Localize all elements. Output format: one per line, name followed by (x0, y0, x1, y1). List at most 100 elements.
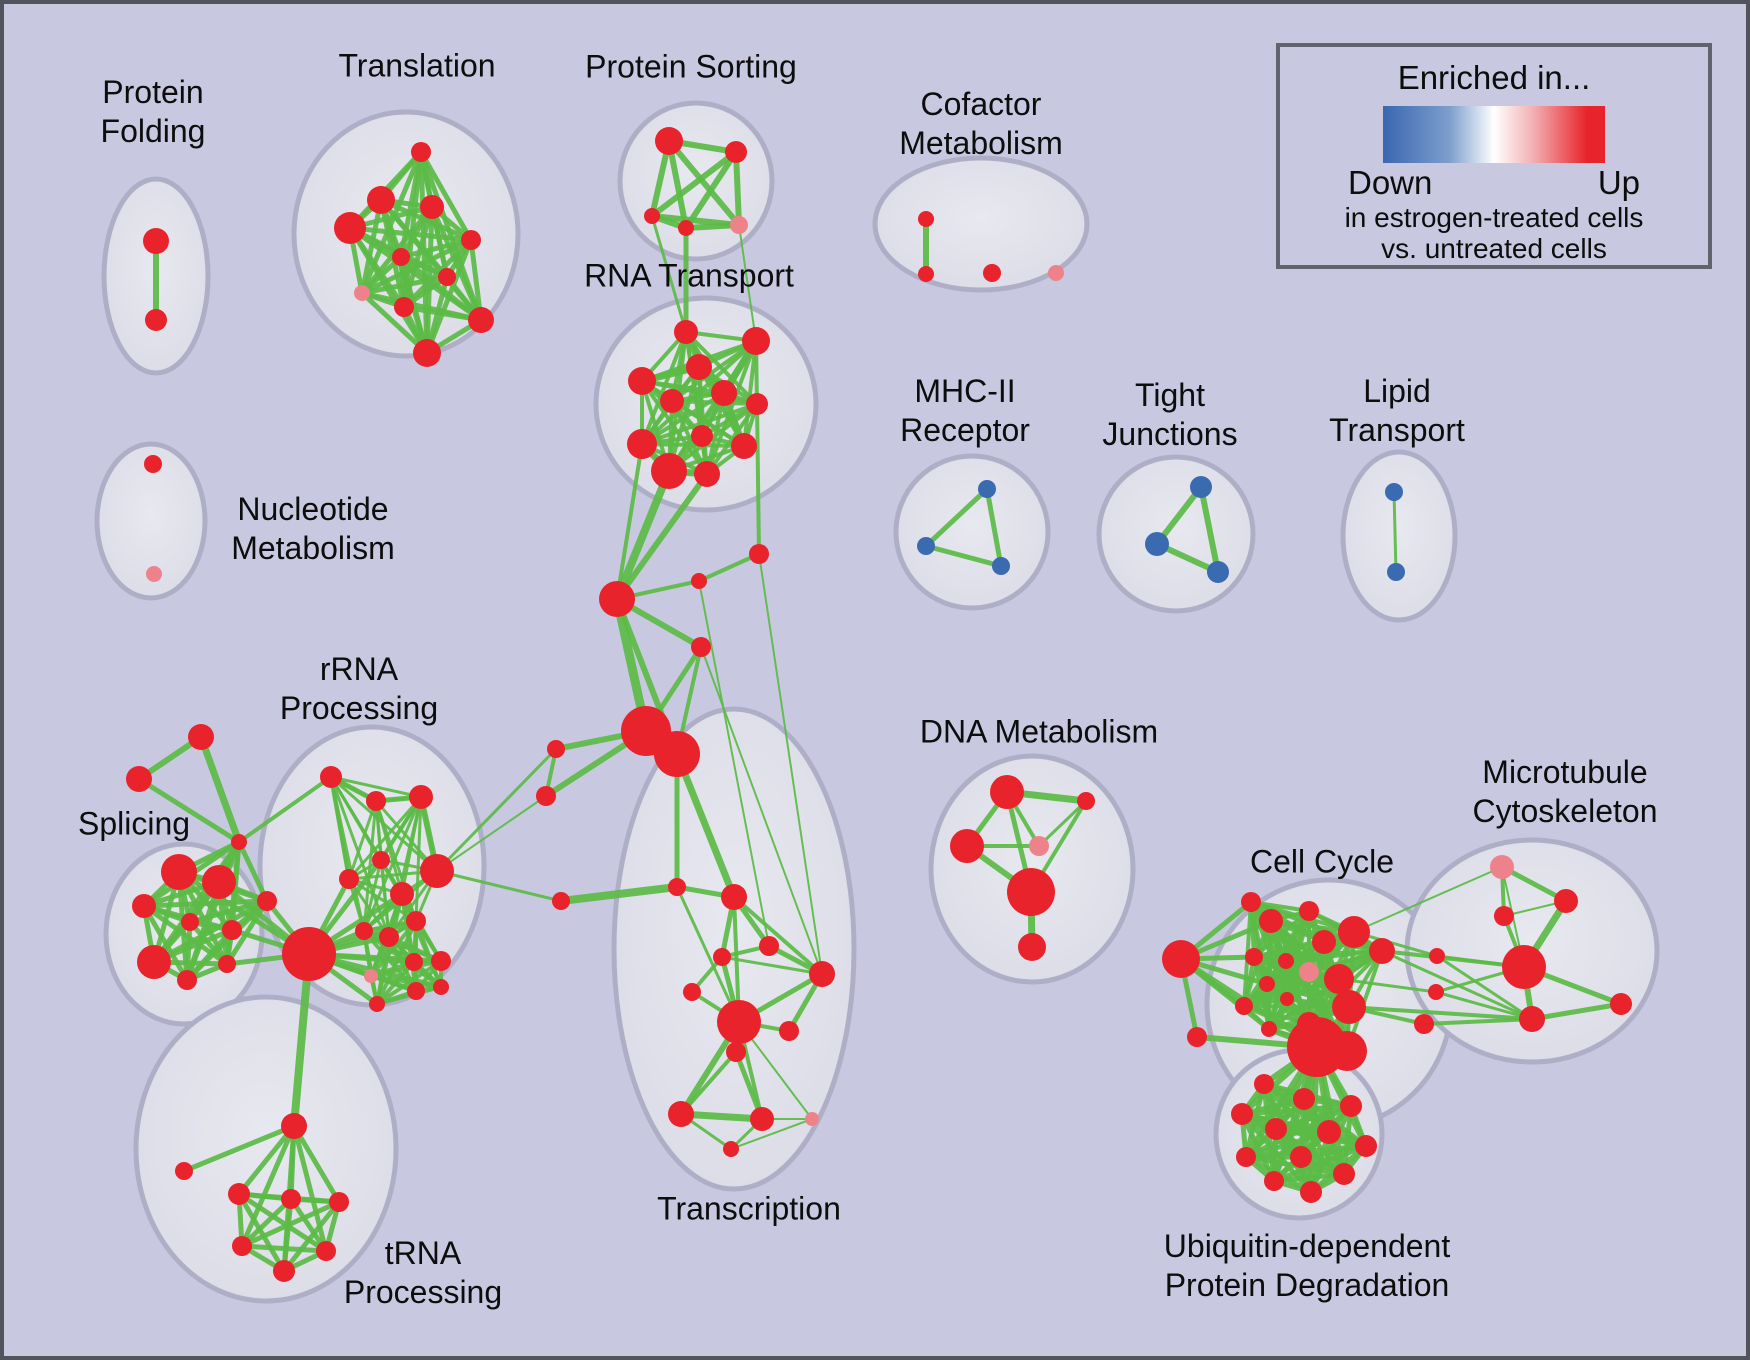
node[interactable] (273, 1260, 295, 1282)
node[interactable] (655, 127, 683, 155)
node[interactable] (420, 195, 444, 219)
node[interactable] (1254, 1074, 1274, 1094)
node[interactable] (668, 878, 686, 896)
node[interactable] (1259, 976, 1275, 992)
node[interactable] (721, 884, 747, 910)
node[interactable] (1355, 1135, 1377, 1157)
node[interactable] (1387, 563, 1405, 581)
node[interactable] (181, 913, 199, 931)
node[interactable] (145, 309, 167, 331)
node[interactable] (1261, 1021, 1277, 1037)
node[interactable] (334, 212, 366, 244)
node[interactable] (654, 731, 700, 777)
node[interactable] (686, 354, 712, 380)
node[interactable] (683, 983, 701, 1001)
node[interactable] (1265, 1118, 1287, 1140)
node[interactable] (1338, 916, 1370, 948)
node[interactable] (651, 453, 687, 489)
node[interactable] (1278, 953, 1294, 969)
node[interactable] (369, 996, 385, 1012)
node[interactable] (413, 339, 441, 367)
node[interactable] (668, 1101, 694, 1127)
node[interactable] (281, 1113, 307, 1139)
node[interactable] (281, 1189, 301, 1209)
node[interactable] (1324, 964, 1354, 994)
node[interactable] (691, 637, 711, 657)
node[interactable] (1207, 561, 1229, 583)
node[interactable] (536, 786, 556, 806)
node[interactable] (367, 186, 395, 214)
node[interactable] (411, 142, 431, 162)
node[interactable] (390, 882, 414, 906)
node[interactable] (406, 911, 426, 931)
node[interactable] (1494, 906, 1514, 926)
node[interactable] (222, 920, 242, 940)
node[interactable] (1077, 792, 1095, 810)
node[interactable] (405, 953, 423, 971)
node[interactable] (678, 220, 694, 236)
node[interactable] (599, 581, 635, 617)
node[interactable] (146, 566, 162, 582)
node[interactable] (1145, 532, 1169, 556)
node[interactable] (394, 297, 414, 317)
node[interactable] (627, 429, 657, 459)
node[interactable] (329, 1192, 349, 1212)
node[interactable] (1162, 940, 1200, 978)
node[interactable] (468, 307, 494, 333)
node[interactable] (175, 1162, 193, 1180)
node[interactable] (731, 433, 757, 459)
node[interactable] (228, 1183, 250, 1205)
node[interactable] (1502, 945, 1546, 989)
node[interactable] (1029, 836, 1049, 856)
node[interactable] (1610, 993, 1632, 1015)
node[interactable] (1327, 1031, 1367, 1071)
node[interactable] (1317, 1120, 1341, 1144)
node[interactable] (202, 865, 236, 899)
node[interactable] (1241, 892, 1261, 912)
node[interactable] (691, 425, 713, 447)
node[interactable] (711, 380, 737, 406)
node[interactable] (1554, 889, 1578, 913)
node[interactable] (779, 1021, 799, 1041)
node[interactable] (1236, 1147, 1256, 1167)
node[interactable] (372, 851, 390, 869)
node[interactable] (1429, 948, 1445, 964)
node[interactable] (713, 948, 731, 966)
node[interactable] (990, 775, 1024, 809)
node[interactable] (339, 869, 359, 889)
node[interactable] (725, 141, 747, 163)
node[interactable] (231, 834, 247, 850)
node[interactable] (742, 327, 770, 355)
node[interactable] (433, 979, 449, 995)
node[interactable] (420, 854, 454, 888)
node[interactable] (1290, 1146, 1312, 1168)
node[interactable] (407, 982, 425, 1000)
node[interactable] (1231, 1103, 1253, 1125)
node[interactable] (726, 1042, 746, 1062)
node[interactable] (137, 945, 171, 979)
node[interactable] (628, 367, 656, 395)
node[interactable] (1299, 962, 1319, 982)
node[interactable] (1299, 901, 1319, 921)
node[interactable] (992, 557, 1010, 575)
node[interactable] (1332, 990, 1366, 1024)
node[interactable] (746, 393, 768, 415)
node[interactable] (354, 285, 370, 301)
node[interactable] (950, 829, 984, 863)
node[interactable] (257, 891, 277, 911)
node[interactable] (750, 1107, 774, 1131)
node[interactable] (392, 248, 410, 266)
node[interactable] (1264, 1171, 1284, 1191)
node[interactable] (320, 766, 342, 788)
node[interactable] (232, 1236, 252, 1256)
node[interactable] (1414, 1014, 1434, 1034)
node[interactable] (188, 724, 214, 750)
node[interactable] (547, 740, 565, 758)
node[interactable] (1490, 855, 1514, 879)
node[interactable] (126, 766, 152, 792)
node[interactable] (1187, 1027, 1207, 1047)
node[interactable] (1369, 938, 1395, 964)
node[interactable] (749, 544, 769, 564)
node[interactable] (177, 970, 197, 990)
node[interactable] (917, 537, 935, 555)
